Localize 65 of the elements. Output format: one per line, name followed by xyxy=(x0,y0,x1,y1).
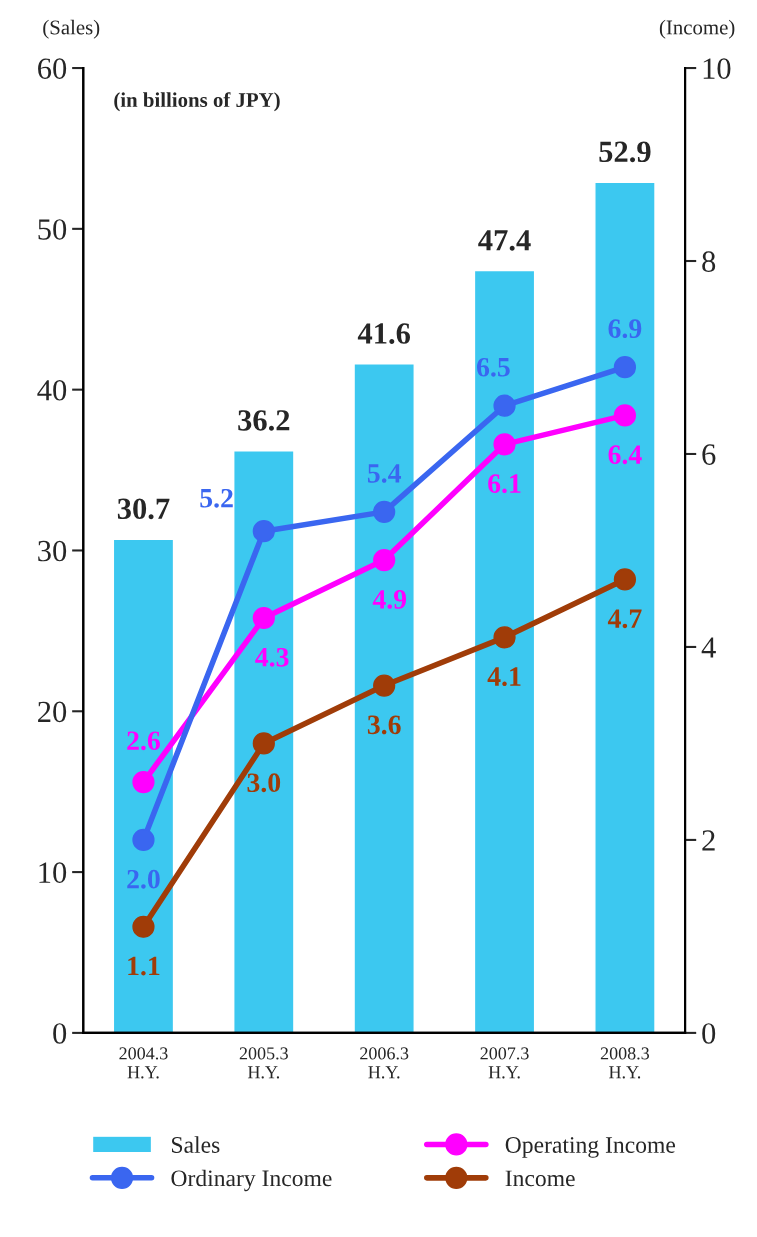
point xyxy=(373,674,396,697)
data-label: 6.1 xyxy=(488,474,521,494)
point xyxy=(373,500,396,523)
y2-tick-label: 6 xyxy=(702,444,716,465)
data-label: 1.1 xyxy=(128,956,160,976)
data-label: 2.0 xyxy=(127,869,160,889)
x-tick-label: 2007.3 H.Y. xyxy=(480,1047,529,1079)
data-label: 36.2 xyxy=(238,410,290,431)
data-label: 41.6 xyxy=(357,323,411,344)
legend-label: Income xyxy=(505,1170,575,1187)
legend-label: Ordinary Income xyxy=(171,1169,332,1192)
x-tick-label: 2008.3 H.Y. xyxy=(600,1047,650,1079)
point xyxy=(132,915,155,938)
y2-tick-label: 4 xyxy=(701,637,716,658)
annotation: (in billions of JPY) xyxy=(114,92,280,112)
y-tick-label: 60 xyxy=(38,58,67,79)
data-label: 4.7 xyxy=(607,609,642,629)
data-label: 30.7 xyxy=(117,498,170,520)
data-label: 3.6 xyxy=(367,715,401,735)
legend-label: Operating Income xyxy=(505,1137,676,1158)
point xyxy=(493,626,516,649)
point xyxy=(252,606,275,630)
point xyxy=(373,549,396,572)
data-label: 4.1 xyxy=(487,667,521,687)
data-label: 6.5 xyxy=(477,357,510,377)
point xyxy=(613,568,637,591)
data-label: 6.9 xyxy=(608,319,642,339)
y-tick-label: 30 xyxy=(38,540,67,562)
point xyxy=(252,520,275,543)
point xyxy=(493,433,516,456)
y-tick-label: 0 xyxy=(53,1023,67,1044)
point xyxy=(493,394,516,417)
y2-tick-label: 2 xyxy=(702,830,715,851)
data-label: 6.4 xyxy=(608,445,642,465)
x-tick-label: 2004.3 H.Y. xyxy=(119,1047,168,1079)
y-axis-title: (Sales) xyxy=(43,19,100,39)
bar xyxy=(594,181,656,1033)
data-label: 47.4 xyxy=(478,230,531,251)
data-label: 4.9 xyxy=(372,590,407,609)
y2-tick-label: 8 xyxy=(702,251,716,272)
point xyxy=(132,828,155,852)
y-tick-label: 20 xyxy=(38,701,67,723)
point xyxy=(252,732,275,755)
y-tick-label: 40 xyxy=(37,379,67,401)
point xyxy=(613,404,637,427)
data-label: 3.0 xyxy=(247,773,281,793)
bar xyxy=(353,363,415,1033)
y2-tick-label: 10 xyxy=(703,58,731,79)
data-label: 4.3 xyxy=(255,647,289,667)
y-tick-label: 50 xyxy=(38,219,67,240)
y2-axis-title: (Income) xyxy=(659,19,735,39)
x-tick-label: 2005.3 H.Y. xyxy=(239,1047,288,1079)
bar xyxy=(112,538,175,1033)
point xyxy=(613,356,637,379)
point xyxy=(132,770,155,794)
data-label: 5.4 xyxy=(367,464,402,483)
x-tick-label: 2006.3 H.Y. xyxy=(360,1047,409,1079)
data-label: 52.9 xyxy=(599,141,651,163)
legend-label: Sales xyxy=(172,1136,220,1153)
y2-tick-label: 0 xyxy=(702,1023,716,1044)
data-label: 5.2 xyxy=(200,488,233,508)
data-label: 2.6 xyxy=(127,731,160,751)
bar xyxy=(473,269,536,1033)
y-tick-label: 10 xyxy=(39,862,67,883)
bar xyxy=(233,450,295,1033)
